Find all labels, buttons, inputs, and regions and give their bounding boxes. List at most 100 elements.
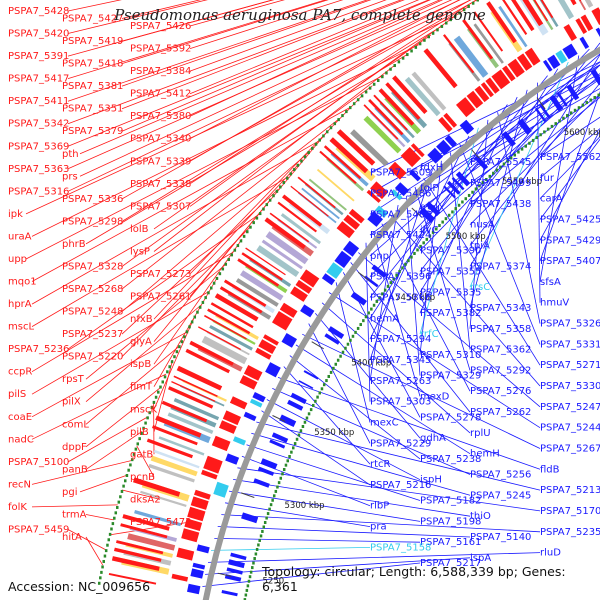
dot-mark <box>367 311 370 315</box>
forward-gene <box>239 375 258 390</box>
leader-line <box>31 176 289 327</box>
gene-label: PSPA7_5235 <box>540 527 600 538</box>
gene-label: PSPA7_5351 <box>62 104 123 115</box>
feature-block <box>350 129 389 167</box>
gene-label: rtcR <box>370 459 391 470</box>
reverse-feature <box>271 432 289 443</box>
reverse-strand-genes <box>187 27 600 595</box>
dot-mark <box>111 522 115 526</box>
leader-line <box>210 547 371 551</box>
dot-mark <box>275 189 279 193</box>
dot-mark <box>539 133 542 137</box>
dot-mark <box>148 411 151 415</box>
leader-line <box>295 344 471 455</box>
dot-mark <box>597 93 600 97</box>
dot-mark <box>183 335 186 339</box>
gene-label: panB <box>62 464 88 475</box>
rna-gene <box>233 436 246 446</box>
leader-line <box>419 64 600 251</box>
dot-mark <box>279 476 283 480</box>
dot-mark <box>462 8 466 12</box>
dot-mark <box>528 141 531 145</box>
dot-mark <box>378 296 381 300</box>
feature-block <box>235 278 279 307</box>
tick-mark <box>272 415 286 422</box>
leader-line <box>328 292 541 429</box>
leader-line <box>67 416 148 463</box>
reverse-feature <box>539 104 551 119</box>
leader-line <box>85 430 143 470</box>
dot-mark <box>478 184 481 188</box>
leader-line <box>189 0 460 140</box>
forward-feature <box>486 1 517 44</box>
leader-line <box>25 15 456 215</box>
reverse-feature <box>328 326 345 339</box>
leader-line <box>67 213 261 350</box>
dot-mark <box>581 103 585 107</box>
dot-mark <box>303 155 307 159</box>
reverse-feature <box>501 131 516 147</box>
dot-mark <box>104 549 108 553</box>
dot-mark <box>224 262 228 266</box>
leader-line <box>419 73 600 168</box>
dot-mark <box>262 207 265 211</box>
feature-block <box>280 213 321 245</box>
leader-line <box>153 34 432 230</box>
leader-line <box>251 432 471 496</box>
forward-feature <box>264 217 306 250</box>
forward-feature <box>122 514 170 531</box>
dot-mark <box>262 525 266 529</box>
dot-mark <box>397 60 401 64</box>
dot-mark <box>401 266 404 270</box>
dot-mark <box>159 385 162 389</box>
forward-feature <box>241 252 283 281</box>
dot-mark <box>305 416 309 420</box>
dot-mark <box>297 433 301 437</box>
reverse-gene <box>343 240 360 257</box>
forward-gene <box>201 469 218 480</box>
leader-line <box>85 304 202 403</box>
dot-mark <box>410 255 413 259</box>
leader-line <box>497 112 541 324</box>
reverse-feature <box>443 185 456 199</box>
dot-mark <box>154 395 158 399</box>
reverse-feature <box>287 399 304 411</box>
gene-label: PSPA7_5345 <box>370 355 431 366</box>
gene-label: PSPA7_5425 <box>540 215 600 226</box>
dot-mark <box>116 505 119 509</box>
gene-label: PSPA7_5294 <box>370 334 431 345</box>
reverse-feature <box>447 180 461 195</box>
leader-line <box>350 262 471 413</box>
gene-label: PSPA7_5384 <box>130 66 191 77</box>
forward-feature <box>198 326 241 351</box>
gene-label: PSPA7_5236 <box>8 344 69 355</box>
gene-label: hitA <box>62 532 82 543</box>
dot-mark <box>276 485 279 489</box>
dot-mark <box>393 64 396 68</box>
reverse-feature <box>371 264 387 278</box>
leader-line <box>539 128 600 179</box>
leader-line <box>406 195 421 376</box>
dot-mark <box>341 114 344 118</box>
dot-mark <box>322 383 326 387</box>
gene-label: PSPA7_5390 <box>420 246 481 257</box>
dot-mark <box>117 500 121 504</box>
dot-mark <box>180 340 184 344</box>
dot-mark <box>414 45 418 49</box>
reverse-gene <box>436 139 452 156</box>
dot-mark <box>236 244 240 248</box>
feature-block <box>363 115 402 154</box>
dot-mark <box>257 543 260 547</box>
leader-line <box>67 0 327 79</box>
gene-label: PSPA7_5229 <box>370 438 431 449</box>
forward-feature <box>290 185 329 217</box>
dot-mark <box>383 288 387 292</box>
dot-mark <box>254 552 258 556</box>
leader-line <box>314 312 421 439</box>
leader-line <box>289 355 421 460</box>
dot-mark <box>410 49 413 53</box>
gene-label: lysP <box>130 247 150 258</box>
dot-mark <box>150 406 154 410</box>
gene-label: PSPA7_5238 <box>420 454 481 465</box>
dot-mark <box>274 489 278 493</box>
